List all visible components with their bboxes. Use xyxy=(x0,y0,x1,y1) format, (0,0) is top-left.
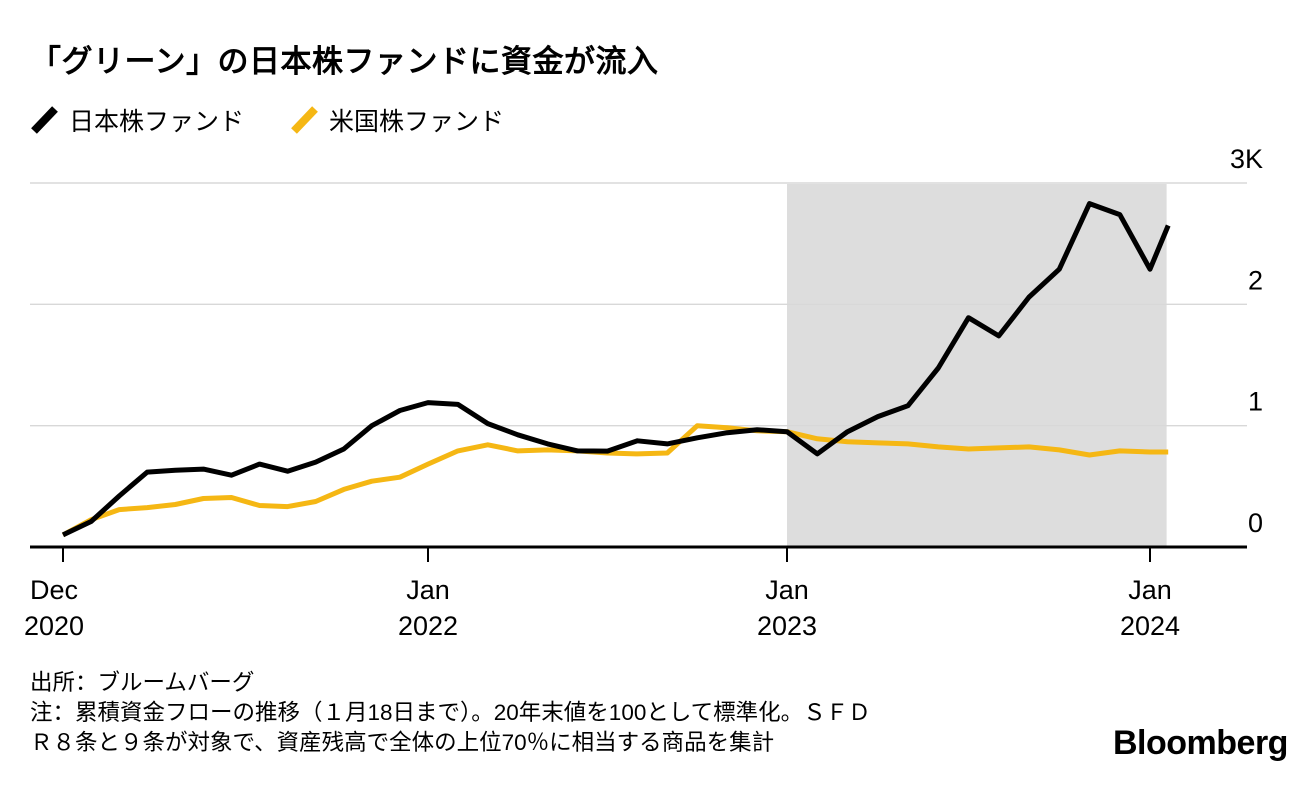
chart-title: 「グリーン」の日本株ファンドに資金が流入 xyxy=(30,44,659,79)
footnotes: 出所：ブルームバーグ 注：累積資金フローの推移（１月18日まで）。20年末値を1… xyxy=(30,668,871,758)
x-tick-label-month: Jan xyxy=(406,575,450,605)
x-tick-label-month: Jan xyxy=(765,575,809,605)
legend-item-us: 米国株ファンド xyxy=(290,102,504,138)
y-axis-label: 2 xyxy=(1248,265,1263,295)
x-tick-label-month: Dec xyxy=(30,575,78,605)
x-tick-label-year: 2020 xyxy=(24,611,84,641)
x-tick-label-year: 2022 xyxy=(398,611,458,641)
legend-item-japan: 日本株ファンド xyxy=(30,102,244,138)
legend-label-japan: 日本株ファンド xyxy=(69,108,245,136)
japan-line-swatch-icon xyxy=(31,106,58,134)
y-axis-label: 0 xyxy=(1248,508,1263,538)
x-tick-label-year: 2024 xyxy=(1120,611,1180,641)
x-tick-label-month: Jan xyxy=(1128,575,1172,605)
highlight-region xyxy=(787,184,1167,547)
y-axis-label: 3K xyxy=(1230,144,1263,174)
us-line-swatch-icon xyxy=(291,106,318,134)
y-axis-label: 1 xyxy=(1248,387,1263,417)
series-line-japan xyxy=(61,201,1171,538)
source-note: 出所：ブルームバーグ xyxy=(30,670,255,695)
legend-label-us: 米国株ファンド xyxy=(329,108,505,136)
methodology-note-line1: 注：累積資金フローの推移（１月18日まで）。20年末値を100として標準化。ＳＦ… xyxy=(30,700,871,725)
bloomberg-logo: Bloomberg xyxy=(1113,724,1288,762)
x-tick-label-year: 2023 xyxy=(757,611,817,641)
methodology-note-line2: Ｒ８条と９条が対象で、資産残高で全体の上位70％に相当する商品を集計 xyxy=(30,730,775,755)
legend: 日本株ファンド 米国株ファンド xyxy=(30,102,504,138)
